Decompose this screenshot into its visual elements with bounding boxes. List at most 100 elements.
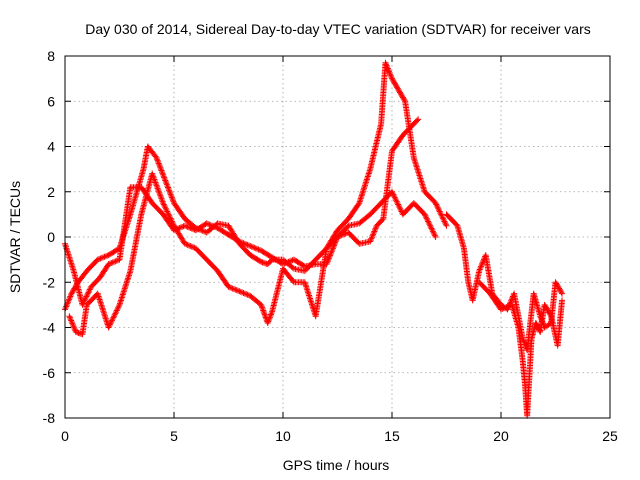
- data-point: [519, 335, 526, 342]
- y-axis-label: SDTVAR / TECUs: [7, 181, 23, 293]
- data-point: [332, 239, 339, 246]
- data-point: [105, 324, 112, 331]
- data-point: [158, 167, 165, 174]
- data-point: [158, 195, 165, 202]
- data-point: [330, 244, 337, 251]
- data-point: [66, 313, 73, 320]
- data-point: [432, 200, 439, 207]
- data-point: [110, 314, 117, 321]
- data-point: [553, 281, 560, 288]
- data-point: [213, 224, 220, 231]
- data-point: [388, 74, 395, 81]
- data-point: [184, 223, 191, 230]
- data-point: [477, 263, 484, 270]
- data-point: [324, 258, 331, 265]
- data-point: [102, 253, 109, 260]
- data-point: [241, 290, 248, 297]
- data-point: [183, 223, 190, 230]
- data-point: [369, 232, 376, 239]
- data-point: [390, 191, 397, 198]
- data-point: [168, 192, 175, 199]
- data-point: [259, 304, 266, 311]
- data-point: [161, 174, 168, 181]
- data-point: [258, 303, 265, 310]
- data-point: [165, 185, 172, 192]
- data-point: [176, 224, 183, 231]
- data-point: [441, 218, 448, 225]
- data-point: [155, 188, 162, 195]
- x-tick-label: 20: [493, 428, 509, 444]
- data-point: [83, 293, 90, 300]
- data-point: [164, 183, 171, 190]
- data-point: [395, 202, 402, 209]
- y-tick-label: 0: [47, 229, 55, 245]
- data-point: [543, 305, 550, 312]
- data-point: [154, 156, 161, 163]
- data-point: [157, 194, 164, 201]
- data-point: [115, 303, 122, 310]
- data-point: [188, 243, 195, 250]
- data-point: [149, 170, 156, 177]
- data-point: [331, 242, 338, 249]
- data-point: [243, 291, 250, 298]
- data-point: [181, 222, 188, 229]
- data-point: [325, 256, 332, 263]
- data-point: [383, 61, 390, 68]
- data-point: [385, 66, 392, 73]
- data-point: [544, 306, 551, 313]
- y-tick-label: -4: [43, 320, 56, 336]
- data-point: [166, 187, 173, 194]
- data-point: [183, 241, 190, 248]
- data-point: [106, 260, 113, 267]
- data-point: [251, 244, 258, 251]
- data-point: [114, 306, 121, 313]
- data-point: [323, 261, 330, 268]
- data-point: [97, 255, 104, 262]
- data-point: [206, 221, 213, 228]
- data-point: [508, 297, 515, 304]
- data-point: [355, 201, 362, 208]
- data-point: [266, 314, 273, 321]
- y-tick-label: 2: [47, 184, 55, 200]
- data-point: [390, 78, 397, 85]
- data-point: [163, 180, 170, 187]
- data-point: [226, 284, 233, 291]
- data-point: [367, 238, 374, 245]
- y-tick-label: -2: [43, 274, 56, 290]
- data-point: [63, 303, 70, 310]
- data-point: [422, 212, 429, 219]
- data-point: [160, 200, 167, 207]
- data-point: [327, 251, 334, 258]
- data-point: [164, 209, 171, 216]
- y-tick-label: -6: [43, 365, 56, 381]
- data-point: [109, 259, 116, 266]
- data-point: [162, 177, 169, 184]
- data-point: [244, 291, 251, 298]
- data-point: [211, 223, 218, 230]
- data-point: [432, 234, 439, 240]
- x-tick-label: 25: [602, 428, 618, 444]
- data-point: [389, 75, 395, 82]
- data-point: [477, 265, 484, 272]
- data-point: [150, 173, 157, 180]
- data-point: [260, 308, 267, 315]
- data-point: [399, 93, 406, 100]
- data-point: [439, 214, 446, 221]
- data-point: [156, 191, 163, 198]
- y-tick-label: 4: [47, 139, 55, 155]
- data-point: [256, 258, 263, 265]
- data-point: [230, 286, 237, 293]
- data-point: [384, 65, 391, 72]
- data-point: [394, 200, 401, 207]
- data-point: [151, 178, 158, 185]
- data-point: [399, 94, 406, 101]
- data-point: [155, 186, 162, 193]
- data-point: [185, 242, 192, 249]
- data-point: [69, 320, 76, 327]
- data-point: [177, 224, 184, 231]
- data-point: [86, 287, 93, 294]
- data-point: [207, 222, 214, 229]
- data-point: [80, 299, 87, 306]
- data-point: [262, 313, 269, 320]
- data-point: [159, 198, 166, 205]
